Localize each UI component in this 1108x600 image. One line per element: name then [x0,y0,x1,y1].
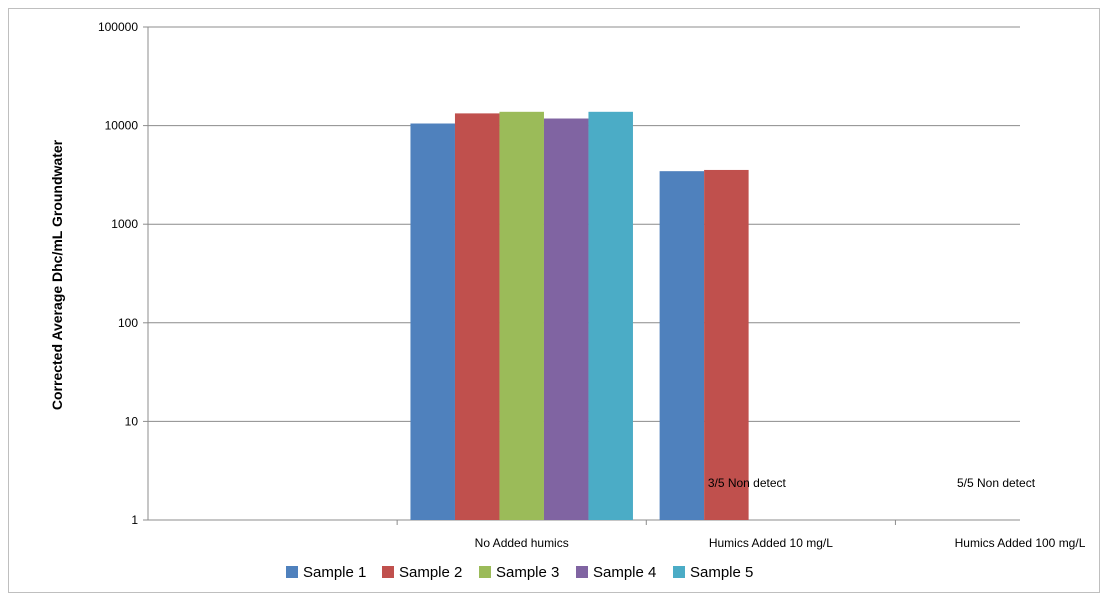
non-detect-annotation: 3/5 Non detect [708,476,787,490]
bar-sample-3 [499,111,544,520]
legend-label: Sample 5 [690,564,753,581]
y-tick-label: 100 [118,316,138,330]
y-tick-label: 10000 [105,119,139,133]
x-tick-label: Humics Added 10 mg/L [709,536,833,550]
legend-label: Sample 3 [496,564,559,581]
axes: 1 10 100 1000 10000 100000 [98,20,1020,527]
legend-swatch [382,566,394,578]
bar-sample-1 [410,123,455,520]
x-tick-label: No Added humics [475,536,569,550]
legend-label: Sample 2 [399,564,462,581]
y-tick-label: 10 [125,414,139,428]
legend-swatch [479,566,491,578]
y-tick-label: 1 [131,513,138,527]
bar-sample-2 [704,169,749,520]
bar-sample-5 [588,111,633,520]
bar-sample-2 [454,113,500,520]
legend-label: Sample 1 [303,564,366,581]
legend-swatch [673,566,685,578]
legend-label: Sample 4 [593,564,656,581]
y-tick-label: 100000 [98,20,138,34]
y-tick-label: 1000 [111,217,138,231]
legend-swatch [576,566,588,578]
x-tick-label: Humics Added 100 mg/L [955,536,1086,550]
legend: Sample 1 Sample 2 Sample 3 Sample 4 Sample 5 [286,564,753,581]
non-detect-annotation: 5/5 Non detect [957,476,1036,490]
y-axis-title: Corrected Average Dhc/mL Groundwater [49,139,65,410]
bar-sample-1 [659,171,705,521]
bars [410,111,749,521]
labels: No Added humics Humics Added 10 mg/L Humic… [475,476,1086,550]
legend-swatch [286,566,298,578]
bar-sample-4 [543,118,589,520]
